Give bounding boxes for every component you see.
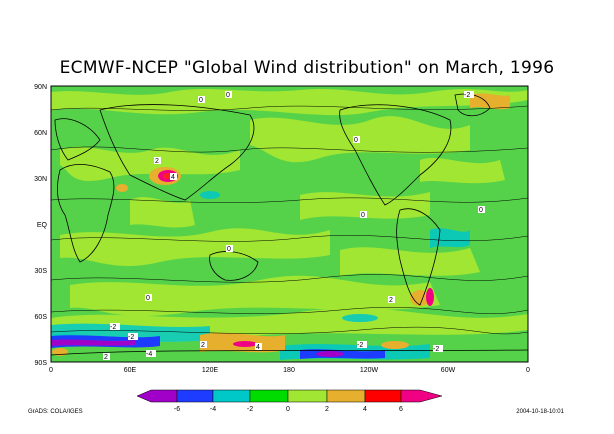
contour-label-2-4: 2 xyxy=(200,341,207,349)
contour-label-neg2-1: -2 xyxy=(110,323,120,331)
lon-label-0-right: 0 xyxy=(526,367,530,374)
svg-text:4: 4 xyxy=(171,174,175,181)
wind-field xyxy=(51,86,528,362)
lat-label-60s: 60S xyxy=(35,314,48,321)
colorbar-tick-2: 2 xyxy=(325,406,329,413)
svg-text:0: 0 xyxy=(199,97,203,104)
colorbar-tick-0: 0 xyxy=(286,406,290,413)
svg-text:2: 2 xyxy=(104,354,108,361)
svg-text:-2: -2 xyxy=(433,346,439,353)
svg-text:0: 0 xyxy=(354,137,358,144)
contour-label-2-3: 2 xyxy=(388,296,395,304)
lat-label-30s: 30S xyxy=(35,268,48,275)
lat-label-30n: 30N xyxy=(34,176,47,183)
latitude-labels: 90N 60N 30N EQ 30S 60S 90S xyxy=(34,84,47,367)
map-frame xyxy=(50,85,529,363)
svg-text:-2: -2 xyxy=(464,92,470,99)
contour-label-2-1: 2 xyxy=(154,157,161,165)
contour-label-4-2: 4 xyxy=(255,343,262,351)
contour-label-neg2-3: -2 xyxy=(357,341,367,349)
svg-text:2: 2 xyxy=(389,297,393,304)
colorbar-tick-neg2: -2 xyxy=(247,406,253,413)
contour-label-neg2-4: -2 xyxy=(433,345,443,353)
contour-label-zero-2: 0 xyxy=(198,96,205,104)
svg-text:-2: -2 xyxy=(110,324,116,331)
contour-label-neg2-2: -2 xyxy=(128,333,138,341)
colorbar-tick-4: 4 xyxy=(363,406,367,413)
svg-text:-4: -4 xyxy=(146,351,152,358)
svg-text:-2: -2 xyxy=(128,334,134,341)
svg-text:0: 0 xyxy=(479,207,483,214)
colorbar-tick-6: 6 xyxy=(399,406,403,413)
contour-label-2-2: 2 xyxy=(103,353,110,361)
svg-text:4: 4 xyxy=(256,344,260,351)
colorbar-segment-1 xyxy=(136,389,178,403)
svg-text:0: 0 xyxy=(227,246,231,253)
lon-label-120e: 120E xyxy=(202,367,219,374)
contour-label-4-1: 4 xyxy=(170,173,177,181)
svg-text:0: 0 xyxy=(146,295,150,302)
colorbar-segment-8 xyxy=(400,389,443,403)
colorbar: -6 -4 -2 0 2 4 6 xyxy=(136,389,443,413)
footer-credit: GrADS: COLA/IGES xyxy=(28,409,83,415)
footer-timestamp: 2004-10-18-10:01 xyxy=(516,409,564,415)
lat-label-60n: 60N xyxy=(34,130,47,137)
colorbar-segment-3 xyxy=(212,389,251,403)
lat-label-eq: EQ xyxy=(37,222,48,229)
svg-text:-2: -2 xyxy=(357,342,363,349)
colorbar-segment-2 xyxy=(176,389,214,403)
colorbar-segment-4 xyxy=(249,389,289,403)
lon-label-60e: 60E xyxy=(124,367,137,374)
contour-labels: 0 0 0 0 0 0 0 -2 -2 -2 -2 -2 2 2 2 2 -4 … xyxy=(103,91,485,361)
colorbar-tick-neg6: -6 xyxy=(174,406,180,413)
svg-text:0: 0 xyxy=(361,212,365,219)
lon-label-120w: 120W xyxy=(360,367,379,374)
longitude-labels: 0 60E 120E 180 120W 60W 0 xyxy=(49,367,530,374)
lat-label-90s: 90S xyxy=(35,360,48,367)
contour-label-neg4-1: -4 xyxy=(146,350,156,358)
contour-label-zero-1: 0 xyxy=(225,91,232,99)
svg-text:0: 0 xyxy=(226,92,230,99)
colorbar-segment-5 xyxy=(287,389,328,403)
contour-label-zero-6: 0 xyxy=(145,294,152,302)
colorbar-segment-7 xyxy=(364,389,402,403)
lon-label-180: 180 xyxy=(283,367,295,374)
lat-label-90n: 90N xyxy=(34,84,47,91)
lon-label-60w: 60W xyxy=(441,367,456,374)
contour-label-zero-3: 0 xyxy=(353,136,360,144)
map-title: ECMWF-NCEP "Global Wind distribution" on… xyxy=(59,58,555,78)
svg-text:2: 2 xyxy=(201,342,205,349)
lon-label-0-left: 0 xyxy=(49,367,53,374)
colorbar-tick-neg4: -4 xyxy=(210,406,216,413)
contour-label-zero-7: 0 xyxy=(478,206,485,214)
contour-label-neg2-5: -2 xyxy=(464,91,474,99)
svg-text:2: 2 xyxy=(155,158,159,165)
contour-label-zero-4: 0 xyxy=(226,245,233,253)
contour-label-zero-5: 0 xyxy=(360,211,367,219)
colorbar-segment-6 xyxy=(326,389,366,403)
